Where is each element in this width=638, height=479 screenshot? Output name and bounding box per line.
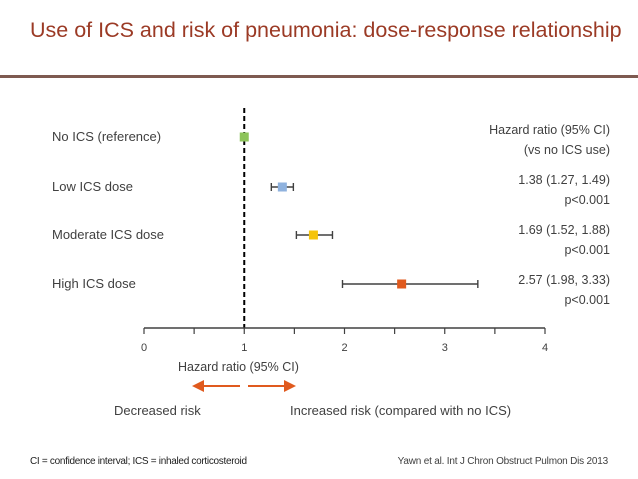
p-value-text: p<0.001 [564,293,610,307]
hr-point-marker [239,132,249,142]
x-tick-label: 1 [241,342,247,354]
increased-risk-arrow-head [284,380,296,392]
decreased-risk-arrow-head [192,380,204,392]
decreased-risk-label: Decreased risk [114,403,201,418]
x-tick-label: 3 [442,342,448,354]
hr-point-marker [277,182,287,192]
p-value-text: p<0.001 [564,243,610,257]
hr-ci-text: 1.38 (1.27, 1.49) [518,173,610,187]
p-value-text: p<0.001 [564,193,610,207]
hr-ci-value: 1.69 (1.52, 1.88) p<0.001 [518,220,610,260]
row-label: No ICS (reference) [52,129,162,144]
title-divider [0,75,638,78]
row-label: High ICS dose [52,276,136,291]
ci-header-line-2: (vs no ICS use) [523,143,610,157]
footnote-citation: Yawn et al. Int J Chron Obstruct Pulmon … [397,456,609,467]
footnote-abbreviations: CI = confidence interval; ICS = inhaled … [30,456,247,467]
x-tick-label: 4 [542,342,548,354]
hr-point-marker [308,230,318,240]
row-label: Low ICS dose [52,179,133,194]
hr-ci-value: 2.57 (1.98, 3.33) p<0.001 [518,270,610,310]
x-tick-label: 0 [141,342,147,354]
hr-ci-text: 2.57 (1.98, 3.33) [518,273,610,287]
hr-ci-value: 1.38 (1.27, 1.49) p<0.001 [518,170,610,210]
x-tick-label: 2 [341,342,347,354]
slide-title: Use of ICS and risk of pneumonia: dose-r… [30,18,622,42]
ci-header: Hazard ratio (95% CI) (vs no ICS use) [489,120,610,160]
ci-header-line-1: Hazard ratio (95% CI) [489,123,610,137]
row-label: Moderate ICS dose [52,227,165,242]
hr-point-marker [397,279,407,289]
x-axis-label: Hazard ratio (95% CI) [178,360,299,374]
hr-ci-text: 1.69 (1.52, 1.88) [518,223,610,237]
increased-risk-label: Increased risk (compared with no ICS) [290,403,512,418]
